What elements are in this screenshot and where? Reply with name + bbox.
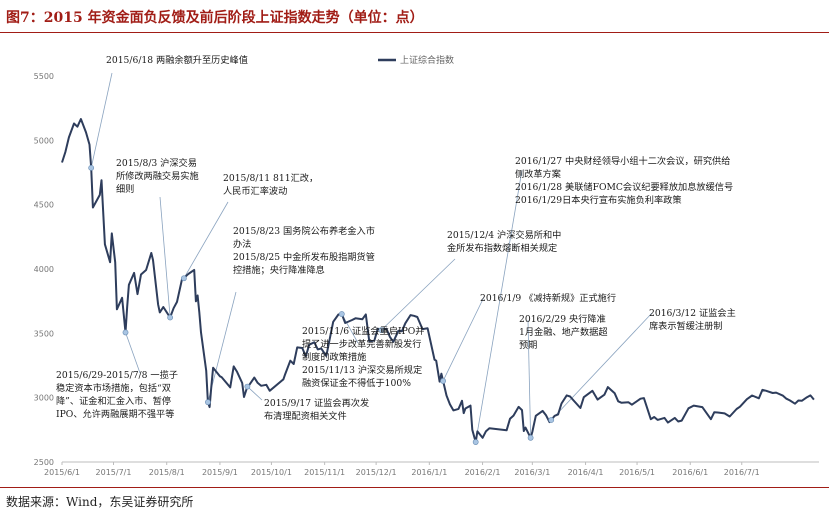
annotation-marker	[548, 417, 555, 423]
x-tick-label: 2015/11/1	[304, 468, 345, 477]
annotation-text: 所修改两融交易实施	[116, 170, 199, 182]
annotation-marker	[378, 327, 385, 334]
annotation-text: 2015/8/23 国务院公布养老金入市	[233, 225, 375, 237]
annotation-leader	[381, 258, 456, 331]
y-tick-label: 3500	[34, 329, 54, 338]
annotation-text: 2015/8/11 811汇改，	[223, 172, 318, 184]
annotation-markers	[88, 164, 555, 445]
legend: 上证综合指数	[378, 54, 454, 66]
annotation-marker	[440, 378, 446, 384]
annotation-leader	[550, 312, 653, 421]
x-tick-label: 2015/12/1	[356, 468, 397, 477]
legend-label: 上证综合指数	[400, 54, 454, 66]
x-tick-label: 2016/1/1	[411, 468, 447, 477]
annotation-marker	[167, 314, 174, 321]
annotation-marker	[244, 383, 251, 390]
annotation-leader	[125, 332, 141, 374]
y-tick-label: 4500	[34, 201, 54, 210]
annotation-marker	[527, 434, 534, 441]
annotation-marker	[205, 399, 211, 406]
annotation-text: 预期	[519, 340, 537, 351]
annotation-text: 2016/1/29日本央行宣布实施负利率政策	[515, 194, 682, 206]
annotation-text: 2016/1/9 《减持新规》正式施行	[480, 292, 616, 304]
y-axis-ticks: 2500 3000 3500 4000 4500 5000 5500	[34, 72, 54, 467]
annotation-text: 2015/12/4 沪深交易所和中	[447, 229, 561, 241]
annotation-marker	[88, 164, 95, 171]
y-tick-label: 4000	[34, 265, 54, 274]
annotation-text: 2016/2/29 央行降准	[519, 313, 606, 325]
title-rule	[0, 32, 829, 33]
annotation-marker	[122, 329, 129, 336]
annotation-text: 2016/1/28 美联储FOMC会议纪要释放加息放缓信号	[515, 181, 733, 193]
annotation-text: 2015/11/13 沪深交易所规定	[302, 364, 422, 376]
annotation-text: 细则	[116, 183, 134, 195]
annotation-text: 融资保证金不得低于100%	[302, 377, 411, 389]
annotation-marker	[338, 311, 345, 317]
x-tick-label: 2016/2/1	[465, 468, 501, 477]
annotation-text: 金所发布指数熔断相关规定	[447, 242, 557, 254]
source-note: 数据来源：Wind，东吴证券研究所	[6, 495, 194, 509]
annotation-text: 2015/8/25 中金所发布股指期货管	[233, 251, 375, 263]
source-rule	[0, 487, 829, 488]
y-tick-label: 5500	[34, 72, 54, 81]
annotation-text: 2015/9/17 证监会再次发	[264, 397, 369, 409]
annotation-text: IPO、允许两融展期不强平等	[56, 408, 174, 420]
annotation-text: 2015/6/18 两融余额升至历史峰值	[106, 54, 248, 66]
annotation-text: 2015/8/3 沪深交易	[116, 157, 197, 169]
annotation-labels: 2015/6/18 两融余额升至历史峰值 2015/6/29-2015/7/8 一…	[56, 54, 736, 422]
x-tick-label: 2016/5/1	[619, 468, 655, 477]
annotation-leader	[183, 201, 229, 279]
x-tick-label: 2015/10/1	[251, 468, 292, 477]
annotation-text: 控措施；央行降准降息	[233, 264, 325, 276]
y-tick-label: 5000	[34, 136, 54, 145]
x-tick-label: 2016/6/1	[672, 468, 708, 477]
annotation-marker	[180, 275, 187, 282]
x-tick-label: 2015/6/1	[44, 468, 80, 477]
annotation-text: 1月金融、地产数据超	[519, 326, 608, 338]
annotation-text: 人民币汇率波动	[223, 185, 287, 197]
annotation-text: 2016/3/12 证监会主	[649, 307, 736, 319]
chart-title: 图7：2015 年资金面负反馈及前后阶段上证指数走势（单位：点）	[6, 10, 424, 26]
annotation-text: 稳定资本市场措施，包括“双	[56, 382, 171, 394]
x-tick-label: 2016/7/1	[724, 468, 760, 477]
annotation-text: 侧改革方案	[515, 168, 561, 180]
x-tick-label: 2015/9/1	[202, 468, 238, 477]
annotation-leader	[159, 196, 171, 318]
annotation-leader	[527, 319, 532, 438]
annotation-text: 办法	[233, 238, 251, 250]
annotation-text: 2016/1/27 中央财经领导小组十二次会议，研究供给	[515, 155, 730, 167]
annotation-text: 2015/6/29-2015/7/8 一揽子	[56, 369, 178, 381]
annotation-text: 布清理配资相关文件	[264, 410, 347, 422]
annotation-leader	[247, 386, 263, 401]
annotation-leader	[475, 169, 523, 443]
y-tick-label: 2500	[34, 458, 54, 467]
annotation-text: 2015/11/6 证监会重启IPO并	[302, 325, 425, 337]
annotation-text: 制度的政策措施	[302, 351, 366, 363]
annotation-leader	[90, 72, 113, 168]
annotation-text: 降”、证金和汇金入市、暂停	[56, 395, 171, 407]
y-tick-label: 3000	[34, 394, 54, 403]
annotation-text: 席表示暂缓注册制	[649, 320, 723, 332]
x-tick-label: 2016/4/1	[568, 468, 604, 477]
annotation-leader	[442, 296, 485, 382]
x-tick-label: 2015/8/1	[149, 468, 185, 477]
annotation-text: 提了进一步改革完善新股发行	[302, 338, 421, 350]
x-axis-ticks: 2015/6/1 2015/7/1 2015/8/1 2015/9/1 2015/10/…	[44, 462, 760, 477]
x-tick-label: 2016/3/1	[514, 468, 550, 477]
x-tick-label: 2015/7/1	[96, 468, 132, 477]
annotation-marker	[472, 439, 479, 445]
